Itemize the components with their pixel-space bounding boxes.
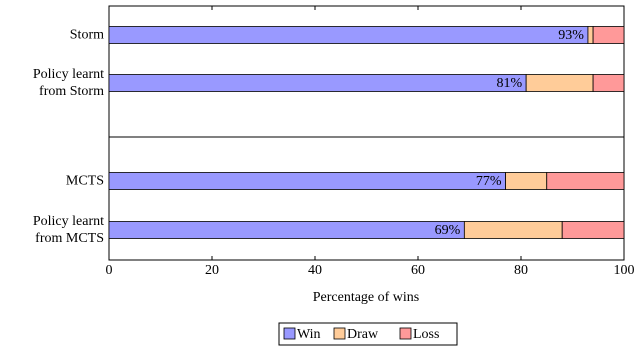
legend-label: Win <box>297 327 321 342</box>
value-label: 77% <box>476 174 502 189</box>
bar-segment <box>561 221 625 239</box>
bar-segment <box>592 74 625 92</box>
x-tick-label: 80 <box>514 263 528 278</box>
value-label: 93% <box>558 28 584 43</box>
bar-segment <box>108 74 527 92</box>
y-tick-label: Policy learnt from Storm <box>32 67 104 99</box>
x-tick-label: 20 <box>205 263 219 278</box>
plot-frame <box>108 5 625 261</box>
x-tick-label: 40 <box>308 263 322 278</box>
x-tick-label: 60 <box>411 263 425 278</box>
legend-label: Loss <box>413 327 439 342</box>
bar-segment <box>592 26 625 44</box>
y-tick-label: Storm <box>69 27 104 43</box>
bar-segment <box>505 172 548 190</box>
legend-swatch <box>283 327 296 340</box>
value-label: 81% <box>496 76 522 91</box>
x-axis-label: Percentage of wins <box>313 290 420 305</box>
legend-swatch <box>399 327 412 340</box>
bar-segment <box>108 221 465 239</box>
x-tick-label: 0 <box>106 263 113 278</box>
legend-box <box>278 322 458 346</box>
y-tick-label: Policy learnt from MCTS <box>32 214 104 246</box>
bar-segment <box>463 221 563 239</box>
bar-segment <box>525 74 594 92</box>
value-label: 69% <box>435 223 461 238</box>
legend-label: Draw <box>347 327 379 342</box>
bar-segment <box>108 26 589 44</box>
x-tick-label: 100 <box>614 263 635 278</box>
bar-segment <box>546 172 625 190</box>
legend-swatch <box>333 327 346 340</box>
bar-segment <box>108 172 506 190</box>
y-tick-label: MCTS <box>65 173 104 189</box>
bar-segment <box>587 26 594 44</box>
